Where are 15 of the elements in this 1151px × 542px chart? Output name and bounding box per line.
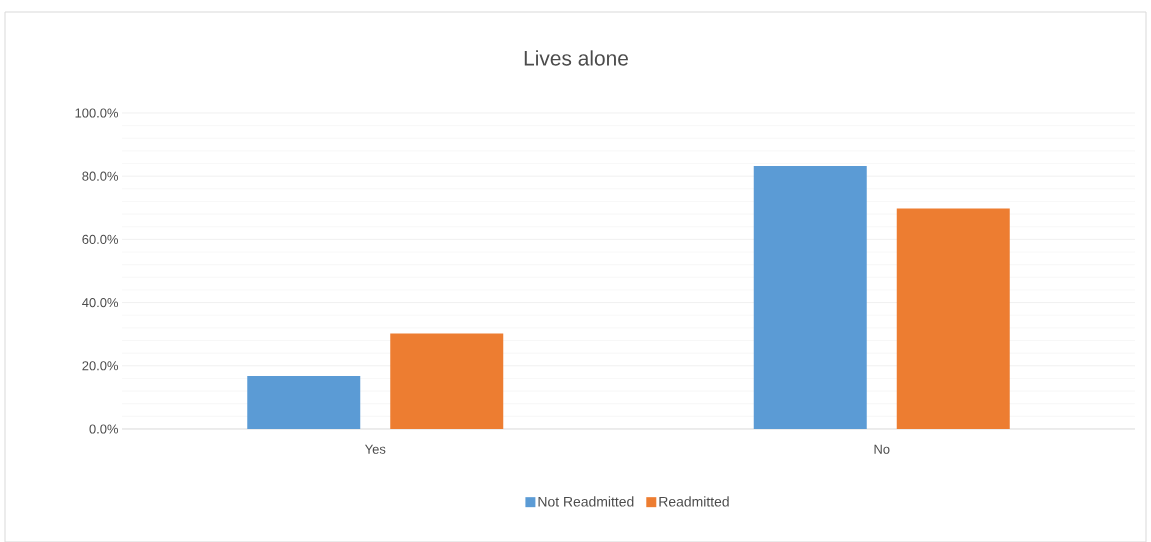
bar bbox=[753, 166, 867, 429]
bar bbox=[390, 333, 504, 429]
bar bbox=[896, 208, 1010, 429]
x-tick-label: No bbox=[874, 444, 890, 454]
chart-title: Lives alone bbox=[524, 50, 628, 66]
x-tick-label: Yes bbox=[364, 444, 386, 454]
y-tick-label: 40.0% bbox=[82, 298, 119, 308]
y-tick-label: 0.0% bbox=[89, 424, 119, 434]
y-tick-label: 20.0% bbox=[82, 361, 119, 371]
legend-label: Not Readmitted bbox=[538, 496, 634, 507]
y-tick-label: 60.0% bbox=[82, 234, 119, 244]
legend-label: Readmitted bbox=[659, 496, 729, 507]
bar bbox=[247, 375, 361, 429]
y-tick-label: 80.0% bbox=[82, 171, 119, 181]
y-tick-label: 100.0% bbox=[75, 108, 119, 118]
